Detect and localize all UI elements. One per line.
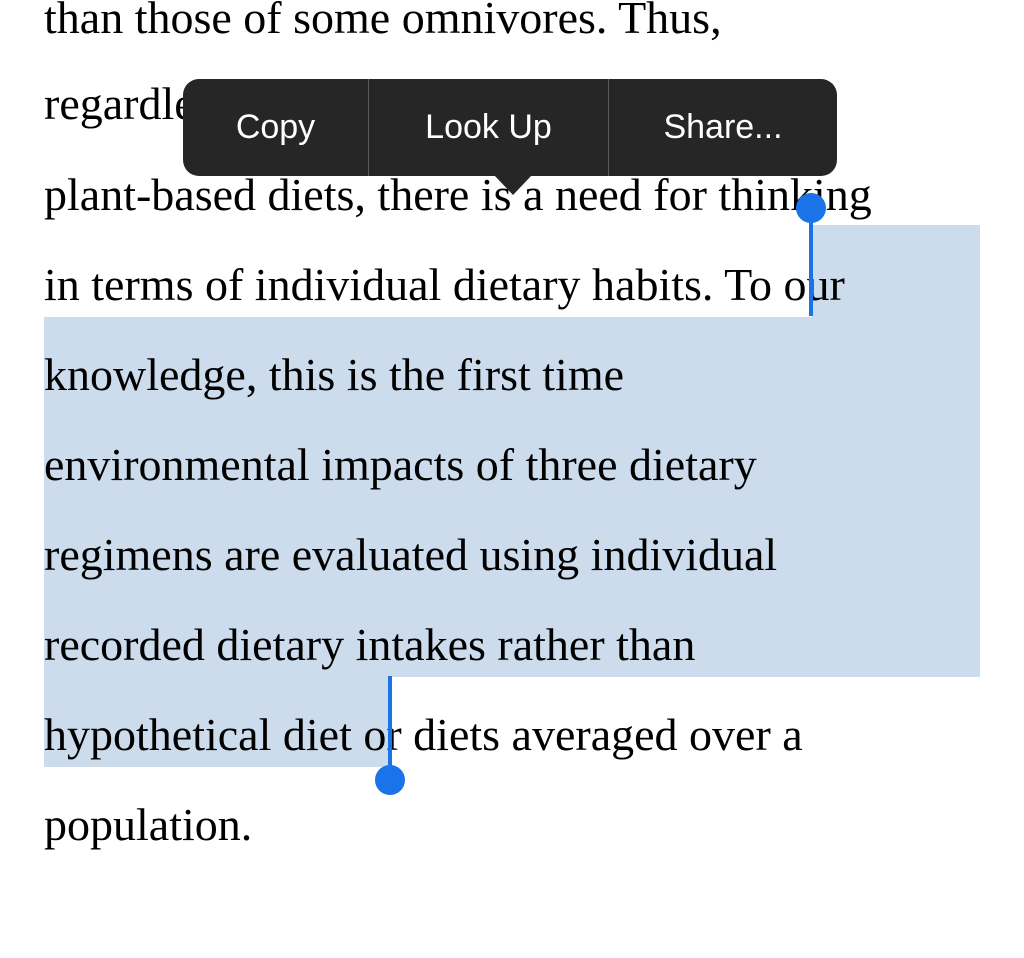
text-line-7: regimens are evaluated using individual [44, 529, 778, 580]
selection-end-handle[interactable] [375, 765, 405, 795]
text-line-9-selected: hypothetical diet [44, 709, 352, 760]
share-button[interactable]: Share... [663, 108, 783, 146]
edit-menu-pointer [494, 175, 532, 195]
text-line-8: recorded dietary intakes rather than [44, 619, 696, 670]
text-line-9-unselected: or diets averaged over a [351, 709, 803, 760]
selection-highlight-start [812, 225, 980, 317]
menu-divider [608, 79, 609, 176]
menu-divider [368, 79, 369, 176]
selection-highlight-end [44, 677, 390, 767]
text-line-5: knowledge, this is the first time [44, 349, 625, 400]
look-up-button[interactable]: Look Up [425, 108, 552, 146]
text-line-10: population. [44, 799, 253, 850]
selection-start-handle-bar[interactable] [809, 208, 813, 316]
text-line-4: in terms of individual dietary habits. T… [44, 240, 845, 330]
text-line-4-selected: To our [724, 259, 845, 310]
text-line-4-unselected: in terms of individual dietary habits. [44, 259, 725, 310]
selection-start-handle[interactable] [796, 193, 826, 223]
copy-button[interactable]: Copy [235, 108, 316, 146]
text-line-6: environmental impacts of three dietary [44, 439, 757, 490]
selection-end-handle-bar[interactable] [388, 676, 392, 780]
edit-menu: Copy Look Up Share... [183, 79, 837, 176]
text-line-9: hypothetical diet or diets averaged over… [44, 690, 803, 780]
selection-highlight-middle [44, 317, 980, 677]
text-line-3: plant-based diets, there is a need for t… [44, 169, 872, 220]
text-line-1: than those of some omnivores. Thus, [44, 0, 722, 43]
